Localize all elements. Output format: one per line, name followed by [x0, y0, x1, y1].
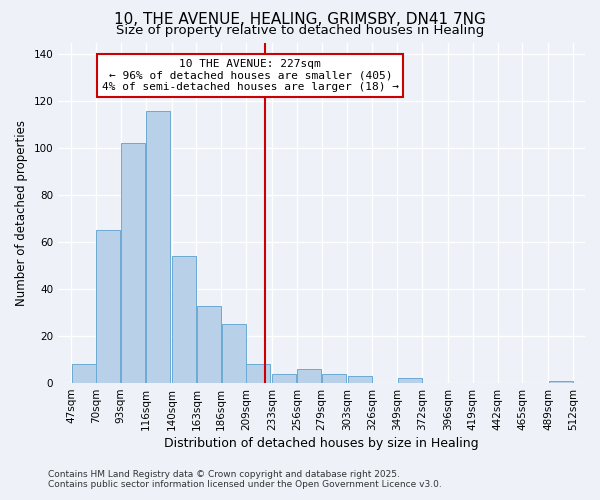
Bar	[146, 110, 170, 383]
Text: 10 THE AVENUE: 227sqm
← 96% of detached houses are smaller (405)
4% of semi-deta: 10 THE AVENUE: 227sqm ← 96% of detached …	[102, 59, 399, 92]
Text: Size of property relative to detached houses in Healing: Size of property relative to detached ho…	[116, 24, 484, 37]
Bar	[549, 380, 572, 383]
Bar	[272, 374, 296, 383]
X-axis label: Distribution of detached houses by size in Healing: Distribution of detached houses by size …	[164, 437, 479, 450]
Bar	[247, 364, 271, 383]
Bar	[322, 374, 346, 383]
Bar	[221, 324, 245, 383]
Bar	[121, 144, 145, 383]
Y-axis label: Number of detached properties: Number of detached properties	[15, 120, 28, 306]
Bar	[71, 364, 95, 383]
Text: 10, THE AVENUE, HEALING, GRIMSBY, DN41 7NG: 10, THE AVENUE, HEALING, GRIMSBY, DN41 7…	[114, 12, 486, 28]
Text: Contains HM Land Registry data © Crown copyright and database right 2025.
Contai: Contains HM Land Registry data © Crown c…	[48, 470, 442, 489]
Bar	[172, 256, 196, 383]
Bar	[97, 230, 121, 383]
Bar	[398, 378, 422, 383]
Bar	[197, 306, 221, 383]
Bar	[297, 369, 321, 383]
Bar	[348, 376, 372, 383]
